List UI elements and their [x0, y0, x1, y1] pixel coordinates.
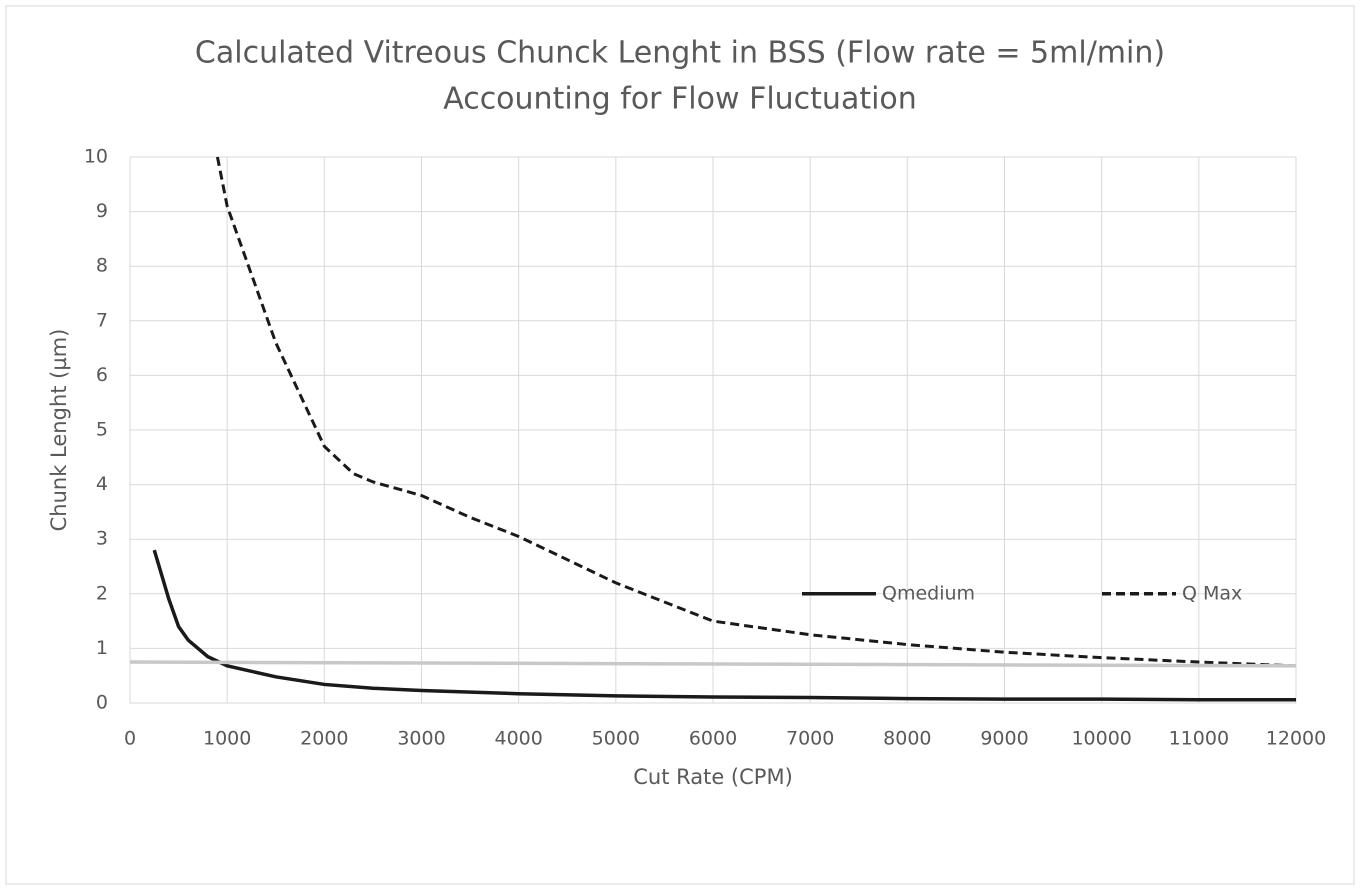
x-tick-label: 3000: [397, 728, 445, 750]
x-tick-label: 1000: [203, 728, 251, 750]
x-tick-label: 8000: [883, 728, 931, 750]
y-tick-label: 4: [96, 473, 108, 495]
x-tick-label: 10000: [1071, 728, 1131, 750]
x-tick-label: 4000: [494, 728, 542, 750]
x-tick-label: 9000: [980, 728, 1028, 750]
x-tick-label: 11000: [1169, 728, 1229, 750]
x-tick-label: 7000: [786, 728, 834, 750]
y-axis-label: Chunk Lenght (µm): [47, 329, 71, 532]
y-tick-label: 5: [96, 419, 108, 441]
y-tick-label: 10: [84, 146, 108, 168]
y-tick-label: 7: [96, 309, 108, 331]
x-tick-label: 12000: [1266, 728, 1326, 750]
legend-label: Qmedium: [882, 582, 975, 604]
y-tick-label: 9: [96, 200, 108, 222]
data-line: [152, 549, 1296, 702]
data-line: [215, 156, 1297, 668]
x-tick-label: 0: [124, 728, 136, 750]
data-line: [129, 660, 1297, 668]
chart-title: Calculated Vitreous Chunck Lenght in BSS…: [195, 36, 1165, 71]
y-tick-label: 1: [96, 637, 108, 659]
chart-border: [5, 5, 1355, 885]
y-tick-label: 0: [96, 692, 108, 714]
x-tick-label: 2000: [300, 728, 348, 750]
chart-title: Accounting for Flow Fluctuation: [443, 82, 917, 117]
y-tick-label: 6: [96, 364, 108, 386]
x-tick-label: 5000: [592, 728, 640, 750]
x-tick-label: 6000: [689, 728, 737, 750]
y-tick-label: 8: [96, 255, 108, 277]
x-axis-label: Cut Rate (CPM): [633, 765, 793, 789]
y-tick-label: 2: [96, 582, 108, 604]
legend-label: Q Max: [1182, 582, 1242, 604]
y-tick-label: 3: [96, 528, 108, 550]
